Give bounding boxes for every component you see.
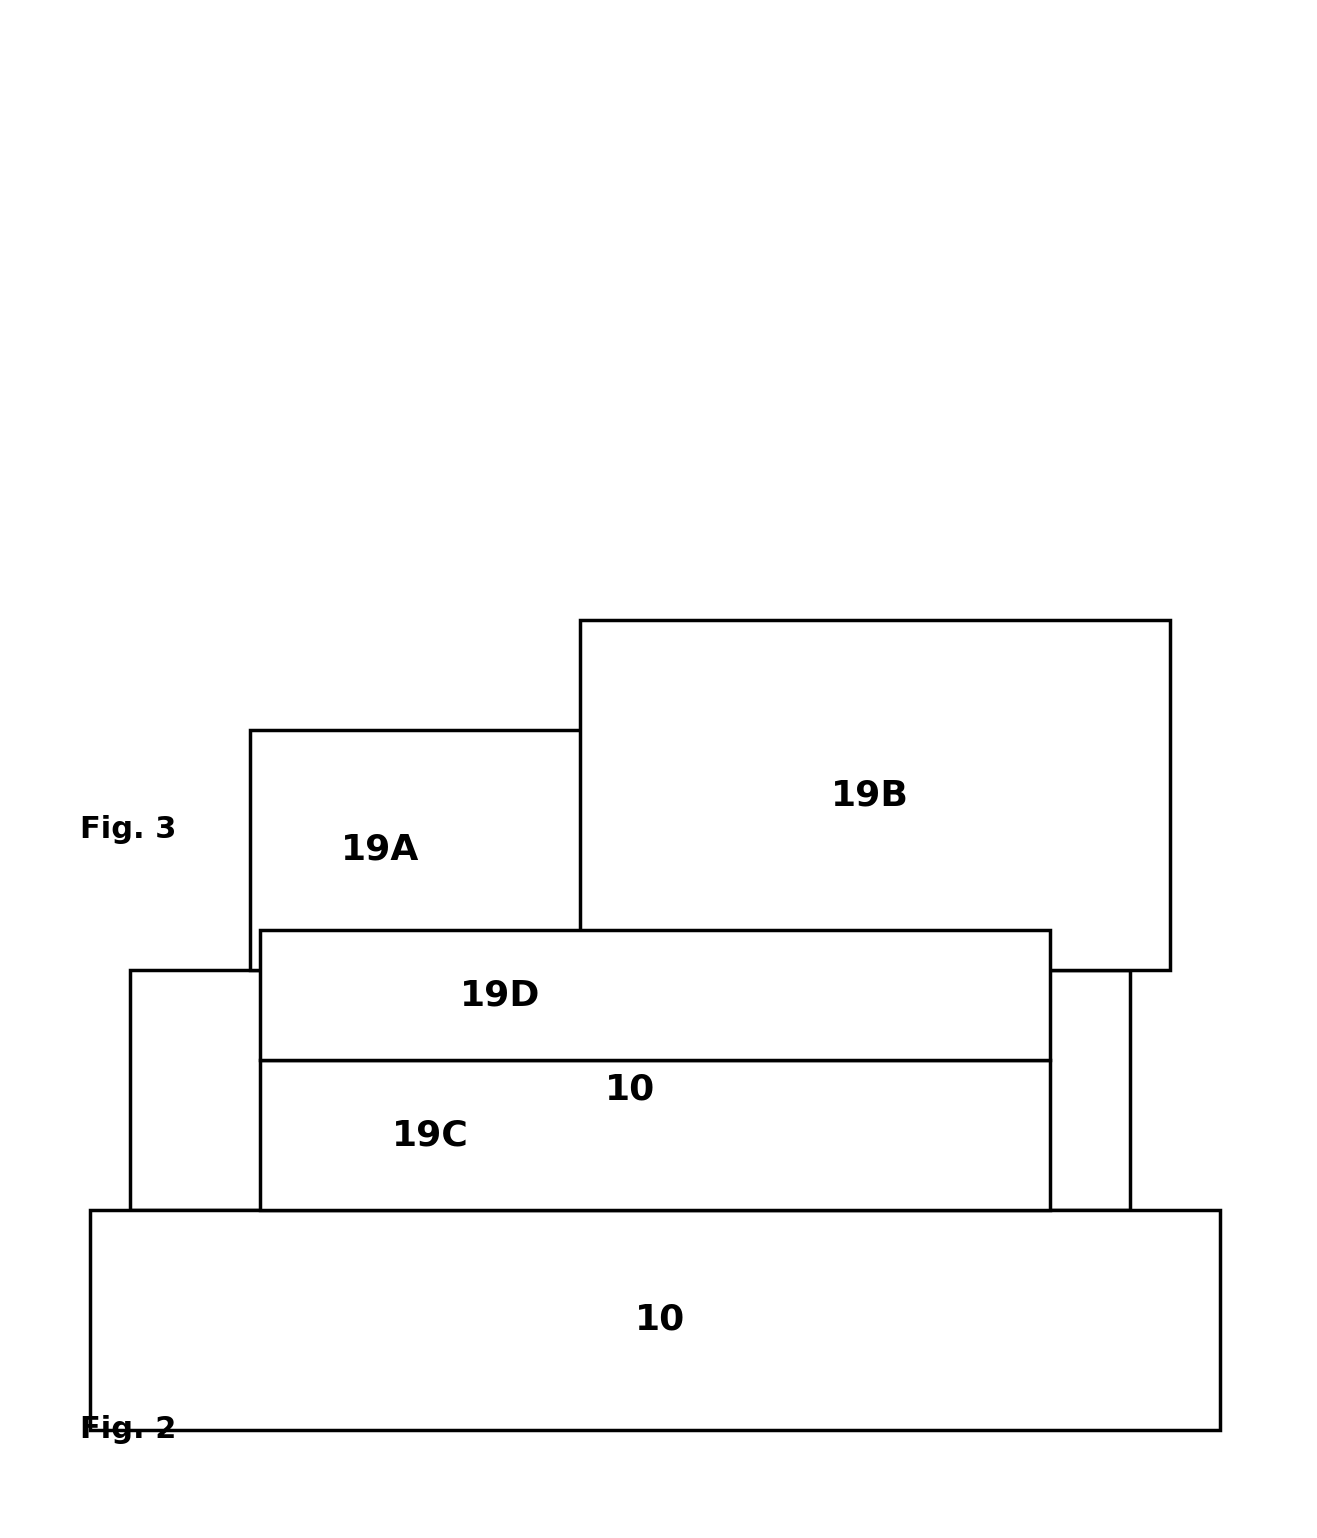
Text: 19B: 19B [831, 778, 909, 812]
Bar [259, 930, 1050, 1060]
Text: Fig. 3: Fig. 3 [80, 815, 176, 844]
Text: 19C: 19C [391, 1118, 469, 1152]
Text: 10: 10 [605, 1074, 655, 1107]
Text: 19A: 19A [341, 834, 419, 867]
Bar [579, 620, 1169, 970]
Bar [130, 970, 1130, 1210]
Text: Fig. 2: Fig. 2 [80, 1415, 176, 1444]
Bar [250, 731, 610, 970]
Text: 10: 10 [635, 1303, 685, 1337]
Bar [259, 1060, 1050, 1210]
Text: 19D: 19D [460, 978, 540, 1012]
Bar [90, 1210, 1220, 1430]
